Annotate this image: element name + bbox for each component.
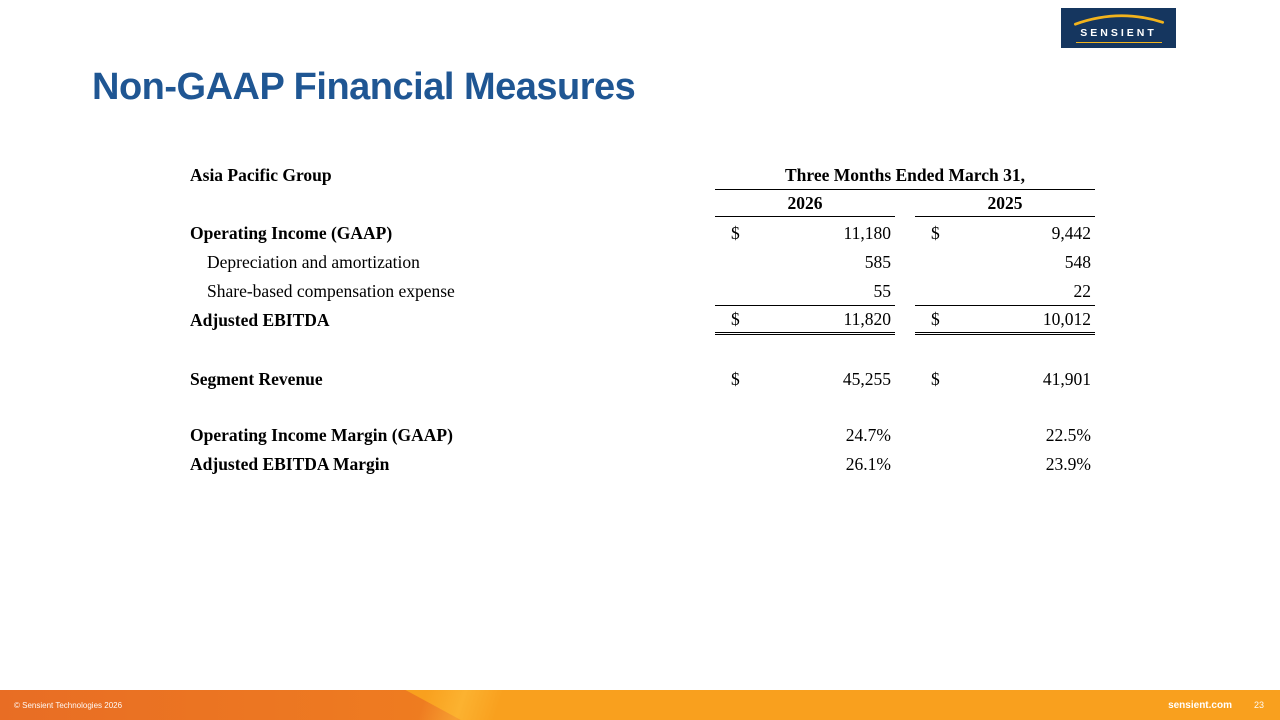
value-cell-adjusted-ebitda-2025: $ 10,012 (915, 306, 1095, 335)
value-cell-depreciation-2025: 548 (915, 248, 1095, 277)
row-label-segment-revenue: Segment Revenue (190, 369, 323, 389)
dollar-sign: $ (731, 223, 740, 243)
footer-right: sensient.com 23 (1168, 700, 1264, 711)
value-cell-ebitda-margin-2026: 26.1% (715, 450, 895, 479)
value-cell-segment-revenue-2026: $ 45,255 (715, 365, 895, 394)
row-label-depreciation: Depreciation and amortization (207, 252, 420, 272)
value-cell-depreciation-2026: 585 (715, 248, 895, 277)
value-text: 10,012 (1042, 308, 1091, 329)
empty-cell (190, 190, 715, 219)
value-cell-ebitda-margin-2025: 23.9% (915, 450, 1095, 479)
copyright-text: © Sensient Technologies 2026 (14, 700, 123, 710)
value-cell-share-based-2026: 55 (715, 277, 895, 306)
value-text: 26.1% (845, 454, 891, 474)
value-cell-operating-income-2025: $ 9,442 (915, 219, 1095, 248)
table-spacer (190, 335, 1095, 365)
column-gap (895, 365, 915, 394)
column-gap (895, 306, 915, 335)
table-group-label: Asia Pacific Group (190, 165, 332, 185)
sensient-logo: SENSIENT (1061, 8, 1176, 48)
website-text: sensient.com (1168, 699, 1232, 711)
value-text: 11,180 (843, 223, 891, 243)
row-label-operating-income-margin: Operating Income Margin (GAAP) (190, 425, 453, 445)
value-text: 585 (864, 252, 891, 272)
row-label-adjusted-ebitda: Adjusted EBITDA (190, 310, 330, 330)
financial-table: Asia Pacific Group Three Months Ended Ma… (190, 161, 1095, 479)
column-gap (895, 450, 915, 479)
value-text: 55 (873, 280, 892, 301)
table-spacer (190, 394, 1095, 421)
logo-rule (1075, 42, 1162, 44)
value-text: 9,442 (1051, 223, 1091, 243)
dollar-sign: $ (931, 369, 940, 389)
table-period-header: Three Months Ended March 31, (715, 161, 1095, 190)
column-gap (895, 277, 915, 306)
page-title: Non-GAAP Financial Measures (92, 66, 636, 108)
value-text: 548 (1064, 252, 1091, 272)
value-text: 11,820 (843, 308, 891, 329)
value-text: 23.9% (1045, 454, 1091, 474)
table-year-2025: 2025 (915, 190, 1095, 217)
row-label-operating-income: Operating Income (GAAP) (190, 223, 393, 243)
dollar-sign: $ (731, 369, 740, 389)
value-text: 22.5% (1045, 425, 1091, 445)
dollar-sign: $ (931, 223, 940, 243)
value-cell-oi-margin-2026: 24.7% (715, 421, 895, 450)
value-cell-operating-income-2026: $ 11,180 (715, 219, 895, 248)
value-cell-share-based-2025: 22 (915, 277, 1095, 306)
value-cell-oi-margin-2025: 22.5% (915, 421, 1095, 450)
row-label-share-based-comp: Share-based compensation expense (207, 281, 455, 301)
table-year-2026: 2026 (715, 190, 895, 217)
column-gap (895, 248, 915, 277)
value-text: 24.7% (845, 425, 891, 445)
page-number: 23 (1253, 700, 1264, 710)
dollar-sign: $ (731, 308, 740, 329)
column-gap (895, 421, 915, 450)
value-cell-adjusted-ebitda-2026: $ 11,820 (715, 306, 895, 335)
value-text: 45,255 (842, 369, 891, 389)
value-text: 41,901 (1042, 369, 1091, 389)
column-gap (895, 219, 915, 248)
dollar-sign: $ (931, 308, 940, 329)
row-label-adjusted-ebitda-margin: Adjusted EBITDA Margin (190, 454, 390, 474)
logo-text: SENSIENT (1080, 26, 1157, 39)
value-cell-segment-revenue-2025: $ 41,901 (915, 365, 1095, 394)
logo-swoosh-icon (1073, 14, 1164, 26)
footer-bar: © Sensient Technologies 2026 sensient.co… (0, 690, 1280, 720)
value-text: 22 (1073, 280, 1092, 301)
column-gap (895, 190, 915, 219)
